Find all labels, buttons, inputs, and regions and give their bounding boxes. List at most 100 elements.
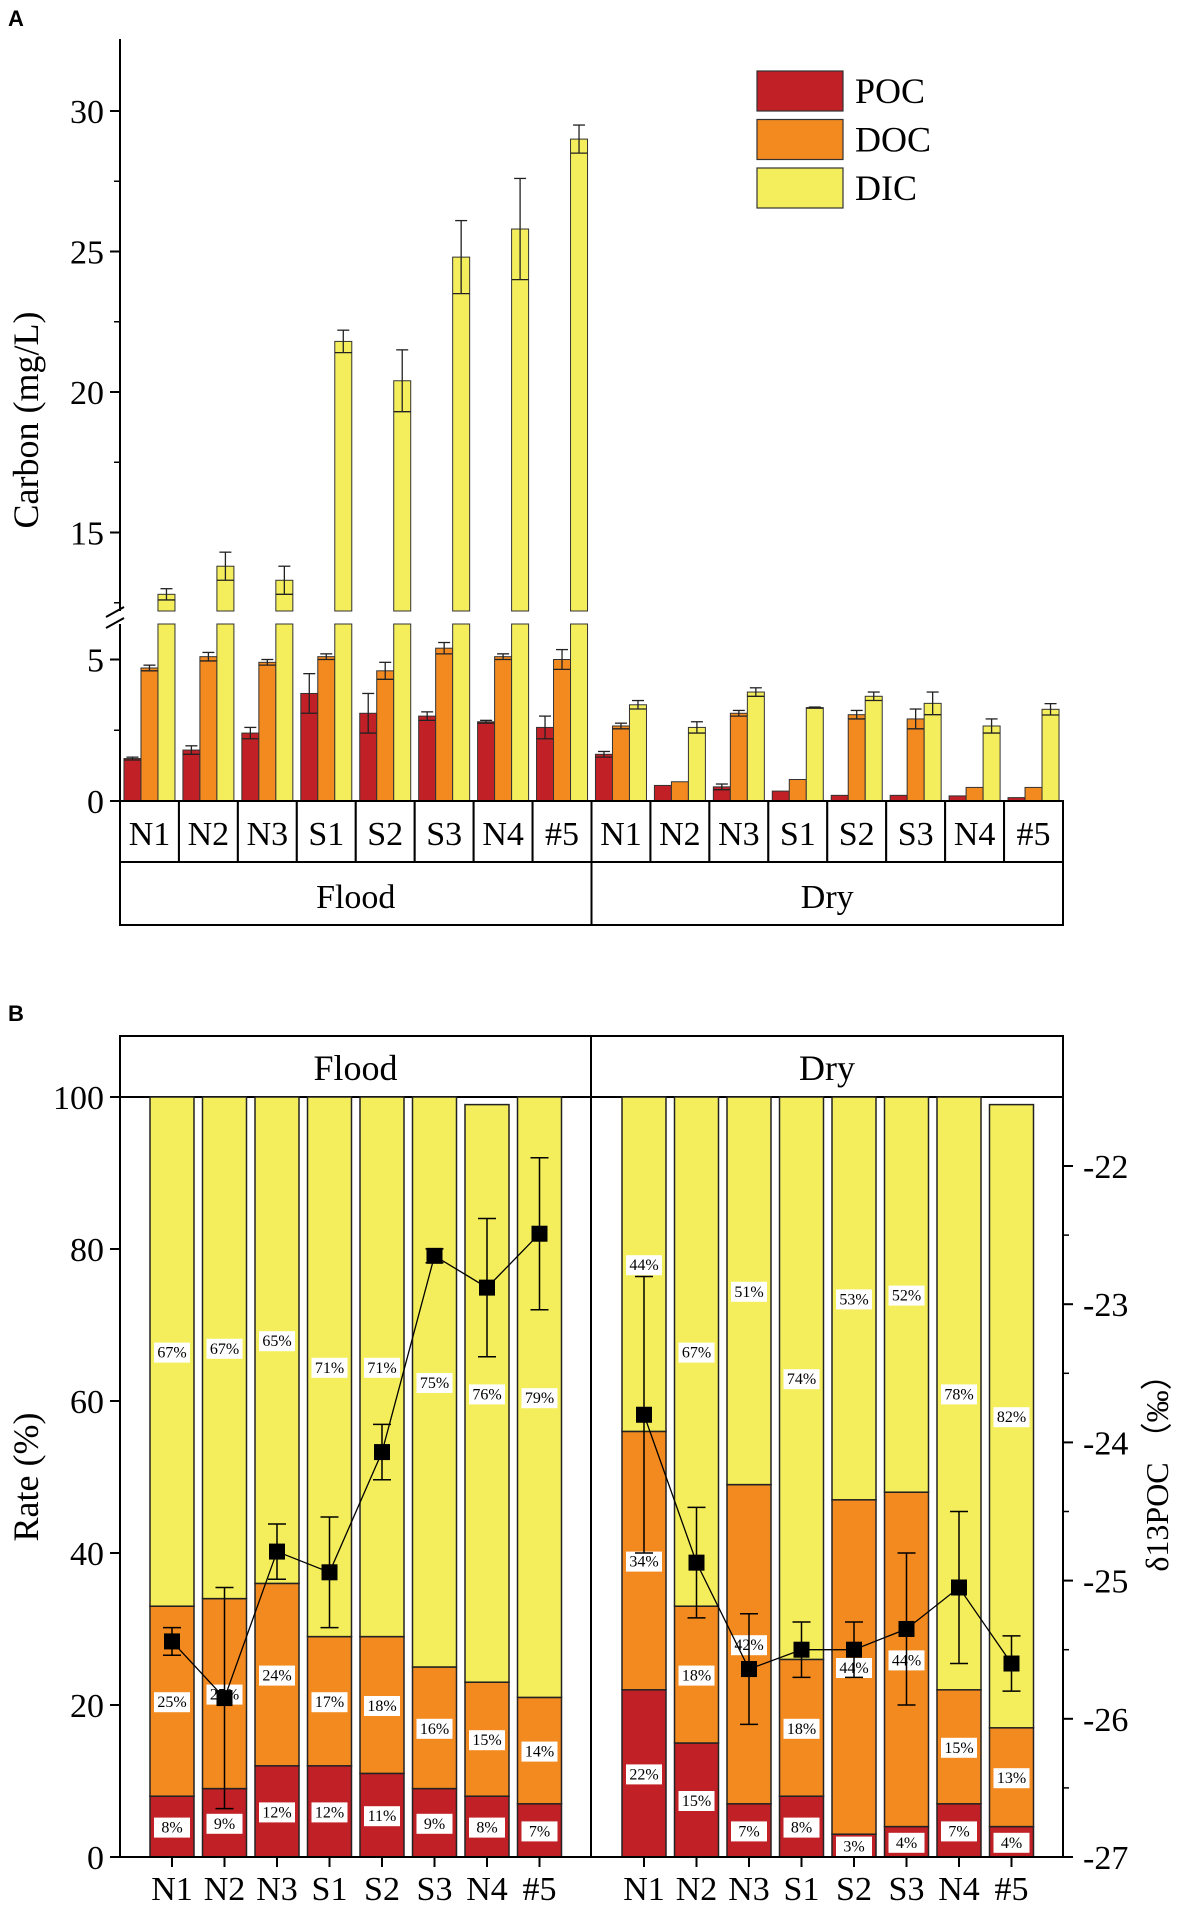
data-label-text: 8%: [791, 1820, 812, 1837]
bar-doc: [729, 712, 748, 802]
bar-dic: [805, 707, 824, 802]
category-cell: [649, 800, 711, 863]
group-header-label: Dry: [799, 1048, 855, 1088]
data-label-text: 76%: [472, 1386, 501, 1403]
d13poc-point: [216, 1690, 233, 1707]
category-cell: [944, 800, 1006, 863]
bar-poc: [771, 790, 790, 802]
bar-dic: [864, 695, 883, 802]
group-label: Flood: [316, 879, 395, 916]
data-label-dic: 67%: [678, 1342, 715, 1363]
bar-dic: [393, 380, 412, 612]
d13poc-point: [531, 1225, 548, 1242]
y2-axis-title: δ13POC （‰）: [1139, 1358, 1175, 1571]
data-label-doc: 15%: [469, 1730, 505, 1751]
data-label-bg: [888, 1832, 925, 1853]
data-label-dic: 78%: [941, 1384, 977, 1405]
data-label-bg: [364, 1357, 400, 1378]
data-label-bg: [783, 1369, 820, 1390]
d13poc-point: [164, 1633, 180, 1650]
group-header-label: Flood: [313, 1048, 397, 1088]
data-label-text: 79%: [525, 1390, 554, 1407]
data-label-text: 15%: [472, 1732, 501, 1749]
category-label: S3: [889, 1871, 925, 1908]
data-label-bg: [993, 1407, 1030, 1428]
y-tick-label: 5: [87, 643, 104, 680]
category-cell: [354, 800, 416, 863]
bar-doc: [494, 656, 513, 802]
category-label: S2: [364, 1871, 400, 1908]
data-label-text: 71%: [315, 1360, 344, 1377]
bar-dic: [511, 623, 530, 802]
data-label-text: 75%: [420, 1375, 449, 1392]
bar-dic: [628, 704, 647, 802]
bar-doc: [1024, 786, 1043, 802]
category-label: #5: [545, 816, 579, 853]
bar-dic: [452, 623, 471, 802]
category-label: S1: [312, 1871, 348, 1908]
category-label: S3: [426, 816, 462, 853]
category-label: N1: [129, 816, 171, 853]
bar-poc: [182, 749, 201, 802]
data-label-bg: [626, 1764, 662, 1785]
bar-doc: [670, 781, 689, 802]
category-label: N3: [256, 1871, 298, 1908]
data-label-dic: 67%: [206, 1338, 243, 1359]
axis-break-gap: [215, 612, 235, 623]
data-label-dic: 75%: [416, 1373, 453, 1393]
y2-tick-label: -24: [1083, 1425, 1128, 1462]
data-label-doc: 17%: [311, 1692, 348, 1713]
data-label-doc: 13%: [993, 1768, 1030, 1789]
category-label: #5: [995, 1871, 1029, 1908]
d13poc-point: [898, 1620, 915, 1637]
legend-swatch-doc: [756, 118, 844, 161]
data-label-text: 7%: [948, 1823, 969, 1840]
data-label-poc: 7%: [731, 1821, 767, 1842]
legend-label-doc: DOC: [855, 120, 931, 160]
bar-doc: [199, 656, 218, 802]
y-tick-label: 20: [70, 375, 104, 412]
d13poc-point: [321, 1564, 338, 1581]
data-label-bg: [206, 1813, 243, 1834]
data-label-doc: 14%: [521, 1741, 558, 1762]
bar-dic: [570, 623, 589, 802]
category-label: S2: [367, 816, 403, 853]
data-label-text: 4%: [1001, 1835, 1022, 1852]
data-label-bg: [941, 1821, 977, 1842]
y-tick-label: 30: [70, 94, 104, 131]
category-label: N2: [676, 1871, 718, 1908]
category-label: N1: [151, 1871, 193, 1908]
category-cell: [119, 800, 180, 863]
bar-doc: [788, 778, 807, 802]
data-label-poc: 4%: [993, 1832, 1030, 1853]
data-label-dic: 79%: [521, 1388, 558, 1409]
y-axis-title: Rate (%): [6, 1413, 46, 1542]
data-label-text: 12%: [262, 1804, 291, 1821]
data-label-text: 13%: [997, 1770, 1026, 1787]
bar-dic: [452, 256, 471, 612]
category-label: #5: [523, 1871, 557, 1908]
data-label-text: 67%: [157, 1345, 186, 1362]
axis-break-gap: [510, 612, 530, 623]
data-label-text: 8%: [161, 1820, 182, 1837]
bar-dic: [923, 702, 942, 802]
data-label-bg: [154, 1692, 190, 1713]
category-label: N2: [659, 816, 701, 853]
category-label: N4: [954, 816, 996, 853]
data-label-text: 51%: [734, 1284, 763, 1301]
d13poc-point: [426, 1247, 443, 1264]
bar-poc: [241, 732, 260, 802]
data-label-bg: [206, 1338, 243, 1359]
data-label-bg: [783, 1817, 820, 1838]
data-label-text: 4%: [896, 1835, 917, 1852]
data-label-bg: [678, 1665, 715, 1686]
data-label-poc: 8%: [469, 1817, 505, 1838]
data-label-bg: [993, 1832, 1030, 1853]
category-label: N4: [482, 816, 524, 853]
data-label-text: 17%: [315, 1694, 344, 1711]
y2-tick-label: -22: [1083, 1149, 1128, 1186]
data-label-dic: 51%: [731, 1281, 767, 1302]
data-label-bg: [416, 1373, 453, 1393]
data-label-doc: 18%: [678, 1665, 715, 1686]
data-label-bg: [416, 1718, 453, 1739]
